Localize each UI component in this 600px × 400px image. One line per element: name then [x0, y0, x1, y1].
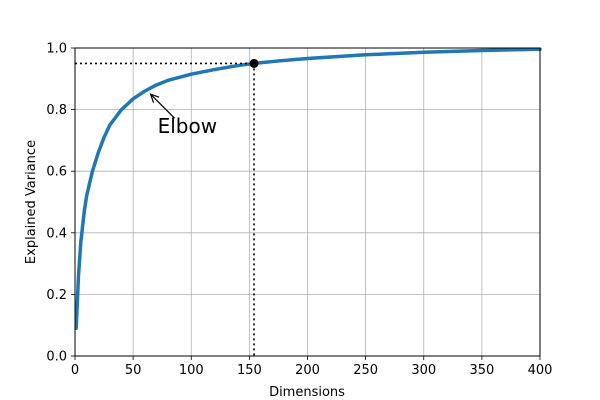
highlight-layer: [249, 58, 259, 68]
y-tick-label-4: 0.8: [46, 103, 67, 118]
y-tick-label-3: 0.6: [46, 165, 67, 180]
y-tick-label-2: 0.4: [46, 226, 67, 241]
x-tick-label-8: 400: [528, 363, 553, 378]
annotation-arrow-head: [149, 93, 160, 103]
x-tick-label-0: 0: [71, 363, 79, 378]
ticks: 0 50 100 150 200 250 300 350 400 0.0 0.2 0.4 0.6 0.8 1…: [46, 42, 552, 379]
guide-lines: [75, 62, 255, 356]
annotation-label: Elbow: [158, 114, 217, 138]
x-tick-label-3: 150: [237, 363, 262, 378]
y-tick-label-1: 0.2: [46, 288, 67, 303]
x-tick-label-7: 350: [469, 363, 494, 378]
x-tick-label-4: 200: [295, 363, 320, 378]
y-axis-label: Explained Variance: [24, 140, 39, 264]
x-tick-label-6: 300: [411, 363, 436, 378]
annotation-arrow-shaft: [150, 93, 175, 119]
highlight-point: [249, 58, 259, 68]
x-axis-label: Dimensions: [269, 385, 345, 400]
x-tick-label-5: 250: [353, 363, 378, 378]
annotation-layer: Elbow: [149, 93, 217, 138]
y-tick-label-5: 1.0: [46, 42, 67, 57]
grid: [74, 47, 541, 357]
x-tick-label-2: 100: [179, 363, 204, 378]
x-tick-label-1: 50: [125, 363, 142, 378]
y-tick-label-0: 0.0: [46, 350, 67, 365]
series-line-layer: [74, 47, 542, 331]
series-line-0: [74, 47, 542, 331]
